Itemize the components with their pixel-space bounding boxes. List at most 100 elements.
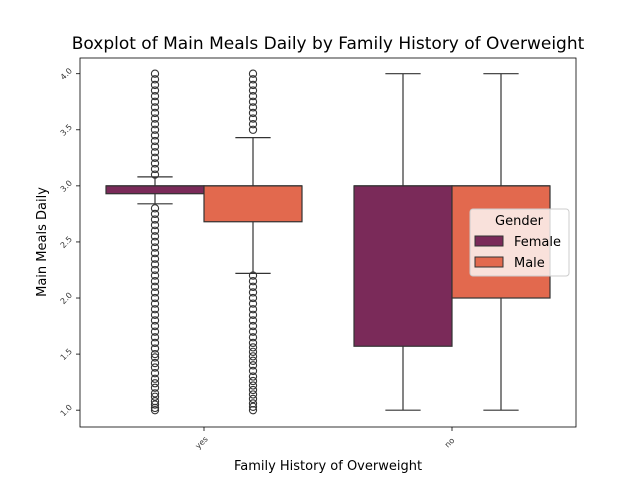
y-tick-label: 3.0: [59, 179, 74, 194]
outlier-point: [150, 288, 160, 297]
chart-title: Boxplot of Main Meals Daily by Family Hi…: [72, 34, 585, 54]
outlier-point: [248, 399, 258, 408]
outlier-point: [248, 338, 258, 348]
outlier-point: [150, 379, 160, 388]
y-tick-label: 4.0: [59, 66, 74, 81]
legend-title: Gender: [495, 214, 544, 229]
outlier-point: [248, 310, 258, 319]
outlier-point: [150, 265, 160, 275]
outlier-point: [248, 288, 258, 297]
outlier-point: [150, 209, 160, 219]
box-male-yes: [203, 185, 303, 223]
outlier-point: [150, 108, 160, 118]
outlier-point: [150, 321, 160, 331]
plot-frame: [79, 57, 577, 428]
outlier-point: [150, 142, 160, 151]
outlier-point: [248, 120, 258, 129]
outlier-point: [150, 226, 160, 235]
legend-label-male: Male: [514, 256, 545, 271]
outlier-point: [248, 366, 258, 376]
outlier-point: [150, 114, 160, 123]
outlier-point: [248, 282, 258, 291]
outlier-point: [150, 254, 160, 263]
outlier-point: [150, 86, 160, 95]
outlier-point: [248, 352, 258, 361]
outlier-point: [248, 125, 258, 134]
outlier-point: [150, 148, 160, 157]
outlier-point: [150, 299, 160, 308]
outlier-point: [248, 402, 258, 411]
outlier-point: [150, 344, 160, 353]
outlier-point: [248, 390, 258, 399]
outlier-point: [248, 97, 258, 106]
outlier-point: [248, 381, 258, 390]
outlier-point: [248, 114, 258, 123]
outlier-point: [150, 353, 160, 362]
outlier-point: [150, 69, 160, 78]
outlier-point: [150, 220, 160, 230]
outlier-point: [248, 305, 258, 314]
outlier-point: [248, 361, 258, 370]
outlier-point: [150, 406, 160, 415]
outlier-point: [150, 204, 160, 213]
outlier-point: [150, 103, 160, 112]
y-tick-label: 2.5: [59, 235, 74, 250]
outlier-point: [248, 75, 258, 84]
outlier-point: [150, 170, 160, 179]
outlier-point: [248, 347, 258, 357]
outlier-point: [150, 358, 160, 368]
outlier-point: [150, 215, 160, 224]
outlier-point: [150, 75, 160, 84]
outlier-point: [150, 120, 160, 129]
outlier-point: [150, 293, 160, 303]
outlier-point: [248, 108, 258, 118]
legend-label-female: Female: [514, 235, 561, 250]
y-tick-label: 3.5: [59, 122, 74, 137]
outlier-point: [150, 316, 160, 325]
outlier-point: [150, 338, 160, 348]
outlier-point: [248, 327, 258, 336]
outlier-point: [248, 316, 258, 325]
y-tick-label: 1.0: [59, 403, 74, 418]
legend-swatch-female: [474, 235, 504, 247]
outlier-point: [150, 249, 160, 258]
outlier-point: [150, 164, 160, 174]
outlier-point: [150, 159, 160, 168]
y-axis-label: Main Meals Daily: [35, 187, 50, 297]
box-female-yes: [105, 185, 205, 195]
outlier-point: [150, 260, 160, 269]
outlier-point: [248, 356, 258, 365]
outlier-point: [150, 243, 160, 252]
outlier-point: [248, 299, 258, 308]
outlier-point: [150, 131, 160, 140]
outlier-point: [150, 97, 160, 106]
outlier-point: [248, 69, 258, 78]
outlier-point: [248, 91, 258, 101]
outlier-point: [150, 363, 160, 372]
legend-swatch-male: [474, 256, 504, 268]
x-tick-label: no: [443, 436, 456, 449]
outlier-point: [248, 277, 258, 286]
y-tick-label: 2.0: [59, 291, 74, 306]
outlier-point: [150, 369, 160, 378]
outlier-point: [150, 400, 160, 409]
outlier-point: [150, 271, 160, 280]
outlier-point: [150, 333, 160, 342]
outlier-point: [248, 271, 258, 280]
outlier-point: [248, 376, 258, 386]
box-female-no: [353, 185, 453, 347]
outlier-point: [248, 80, 258, 90]
outlier-point: [150, 282, 160, 291]
outlier-point: [150, 91, 160, 101]
outlier-point: [150, 237, 160, 247]
outlier-point: [150, 125, 160, 134]
outlier-point: [150, 374, 160, 383]
outlier-point: [150, 389, 160, 398]
outlier-point: [248, 103, 258, 112]
outlier-point: [150, 232, 160, 241]
outlier-point: [150, 397, 160, 406]
outlier-point: [150, 349, 160, 359]
outlier-point: [150, 310, 160, 319]
legend: Gender Female Male: [469, 208, 570, 277]
